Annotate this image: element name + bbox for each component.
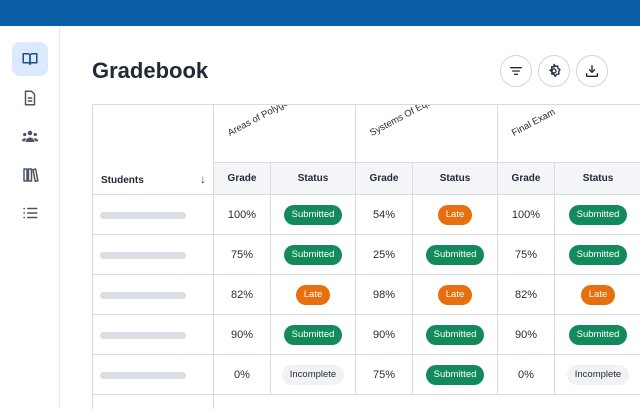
status-badge[interactable]: Submitted [425, 244, 485, 265]
sidebar-item-list[interactable] [12, 196, 48, 230]
status-cell[interactable]: Late [555, 275, 640, 315]
students-column: Students ↓ [93, 105, 214, 409]
status-badge[interactable]: Late [580, 284, 616, 305]
users-icon [21, 130, 39, 142]
grade-cell[interactable]: 75% [214, 235, 271, 275]
grade-cell[interactable]: 98% [356, 275, 413, 315]
status-badge[interactable]: Late [437, 284, 473, 305]
student-name-placeholder [100, 212, 186, 219]
student-name-cell[interactable] [93, 235, 214, 275]
grade-cell[interactable]: 90% [214, 315, 271, 355]
status-cell[interactable]: Submitted [413, 315, 498, 355]
filter-button[interactable] [500, 55, 532, 87]
sidebar-item-gradebook[interactable] [12, 42, 48, 76]
assignment-title: Areas of Polygons [226, 104, 300, 139]
grade-cell[interactable]: 90% [356, 315, 413, 355]
settings-icon [549, 63, 561, 77]
status-cell[interactable]: Submitted [271, 235, 356, 275]
assignment-title: Systems Of Equations [368, 104, 457, 139]
settings-button[interactable] [538, 55, 570, 87]
status-cell[interactable]: Submitted [555, 235, 640, 275]
grade-header: Grade [214, 163, 271, 195]
download-button[interactable] [576, 55, 608, 87]
grade-cell[interactable]: 0% [214, 355, 271, 395]
status-cell[interactable]: Submitted [271, 195, 356, 235]
assignment-header[interactable]: Areas of Polygons [214, 105, 356, 163]
status-badge[interactable]: Late [437, 204, 473, 225]
status-badge[interactable]: Late [295, 284, 331, 305]
status-badge[interactable]: Submitted [425, 364, 485, 385]
status-cell[interactable]: Late [413, 195, 498, 235]
status-badge[interactable]: Submitted [425, 324, 485, 345]
status-badge[interactable]: Submitted [283, 244, 343, 265]
grade-cell[interactable]: 25% [356, 235, 413, 275]
status-cell[interactable]: Incomplete [555, 355, 640, 395]
grade-cell[interactable]: 82% [498, 275, 555, 315]
grade-header: Grade [356, 163, 413, 195]
gradebook-table: Students ↓ Areas of Polygons Systems Of … [92, 104, 640, 409]
status-header: Status [413, 163, 498, 195]
assignment-header[interactable]: Final Exam [498, 105, 640, 163]
student-name-cell[interactable] [93, 195, 214, 235]
status-cell[interactable]: Submitted [413, 235, 498, 275]
status-cell[interactable]: Late [413, 275, 498, 315]
sidebar-item-documents[interactable] [12, 81, 48, 115]
students-header[interactable]: Students ↓ [93, 105, 214, 195]
status-cell[interactable]: Submitted [271, 315, 356, 355]
students-header-label: Students [101, 175, 144, 186]
status-badge[interactable]: Submitted [283, 204, 343, 225]
status-badge[interactable]: Submitted [283, 324, 343, 345]
student-name-placeholder [100, 332, 186, 339]
list-icon [23, 207, 38, 219]
grade-cell[interactable]: 54% [356, 195, 413, 235]
grade-cell[interactable]: 100% [214, 195, 271, 235]
student-name-placeholder [100, 252, 186, 259]
status-cell[interactable]: Submitted [413, 355, 498, 395]
student-name-cell[interactable] [93, 315, 214, 355]
grade-cell[interactable]: 0% [498, 355, 555, 395]
status-badge[interactable]: Incomplete [566, 364, 630, 385]
student-name-cell[interactable] [93, 355, 214, 395]
filter-icon [510, 67, 522, 75]
sidebar-item-students[interactable] [12, 119, 48, 153]
student-name-cell[interactable] [93, 275, 214, 315]
status-badge[interactable]: Submitted [568, 324, 628, 345]
sidebar-item-library[interactable] [12, 158, 48, 192]
status-badge[interactable]: Incomplete [281, 364, 345, 385]
book-icon [22, 53, 38, 65]
status-header: Status [555, 163, 640, 195]
status-badge[interactable]: Submitted [568, 244, 628, 265]
assignment-header[interactable]: Systems Of Equations [356, 105, 498, 163]
page-title: Gradebook [92, 58, 209, 83]
grade-header: Grade [498, 163, 555, 195]
arrow-down-icon[interactable]: ↓ [200, 172, 206, 186]
grade-cell[interactable]: 90% [498, 315, 555, 355]
status-cell[interactable]: Submitted [555, 195, 640, 235]
student-name-placeholder [100, 292, 186, 299]
grade-cell[interactable]: 75% [356, 355, 413, 395]
status-cell[interactable]: Submitted [555, 315, 640, 355]
download-icon [586, 65, 598, 77]
status-cell[interactable]: Late [271, 275, 356, 315]
grade-cell[interactable]: 82% [214, 275, 271, 315]
status-header: Status [271, 163, 356, 195]
status-badge[interactable]: Submitted [568, 204, 628, 225]
sidebar [0, 26, 60, 409]
status-cell[interactable]: Incomplete [271, 355, 356, 395]
student-name-placeholder [100, 372, 186, 379]
library-icon [23, 168, 39, 183]
top-bar [0, 0, 640, 26]
assignment-title: Final Exam [510, 106, 558, 139]
grade-cell[interactable]: 75% [498, 235, 555, 275]
grade-cell[interactable]: 100% [498, 195, 555, 235]
document-icon [24, 90, 36, 106]
